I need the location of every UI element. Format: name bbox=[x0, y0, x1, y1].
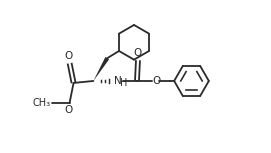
Text: O: O bbox=[134, 48, 142, 58]
Text: O: O bbox=[153, 76, 161, 86]
Text: O: O bbox=[64, 105, 73, 115]
Text: O: O bbox=[64, 51, 73, 61]
Text: H: H bbox=[120, 78, 127, 88]
Polygon shape bbox=[93, 57, 109, 81]
Text: CH₃: CH₃ bbox=[32, 98, 50, 108]
Text: N: N bbox=[114, 76, 122, 86]
